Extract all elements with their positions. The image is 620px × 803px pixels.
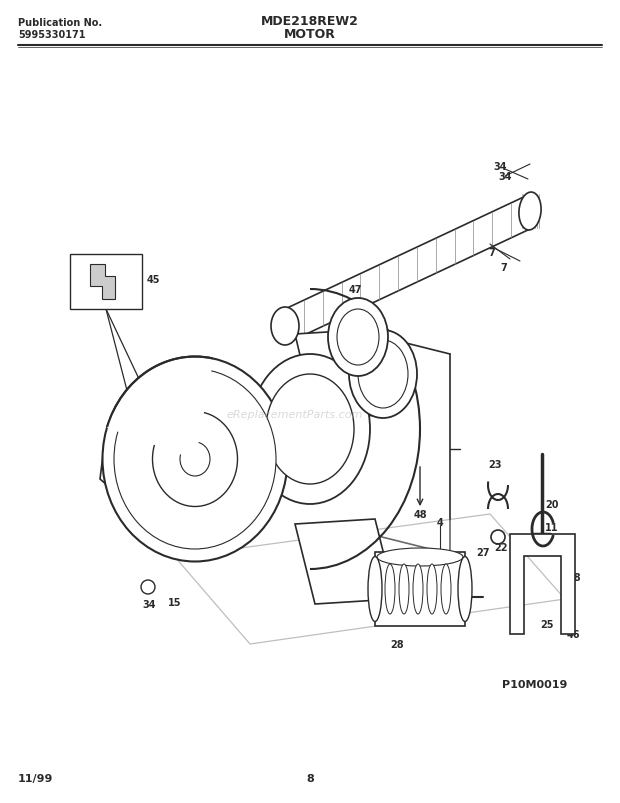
Text: 23: 23	[489, 459, 502, 470]
Text: 34: 34	[142, 599, 156, 609]
Ellipse shape	[180, 442, 210, 476]
Ellipse shape	[441, 565, 451, 614]
Text: 25: 25	[540, 619, 554, 630]
Ellipse shape	[266, 374, 354, 484]
Text: MOTOR: MOTOR	[284, 28, 336, 41]
Text: 7: 7	[489, 247, 495, 258]
Text: 5995330171: 5995330171	[18, 30, 86, 40]
Ellipse shape	[349, 331, 417, 418]
Text: 47: 47	[348, 284, 361, 295]
Text: 48: 48	[348, 344, 361, 355]
Polygon shape	[70, 255, 142, 310]
Text: 27: 27	[476, 548, 490, 557]
Polygon shape	[375, 552, 465, 626]
Text: 45: 45	[147, 275, 161, 284]
Text: 13: 13	[165, 394, 179, 405]
Text: P10M0019: P10M0019	[502, 679, 568, 689]
Text: MDE218REW2: MDE218REW2	[261, 15, 359, 28]
Ellipse shape	[153, 412, 237, 507]
Text: 28: 28	[390, 639, 404, 649]
Ellipse shape	[337, 310, 379, 365]
Ellipse shape	[458, 556, 472, 622]
Wedge shape	[108, 366, 211, 459]
Ellipse shape	[413, 565, 423, 614]
Text: 3: 3	[140, 467, 147, 478]
Polygon shape	[90, 265, 115, 300]
Text: 11: 11	[545, 522, 559, 532]
Ellipse shape	[114, 369, 276, 549]
Text: 22: 22	[494, 542, 508, 552]
Ellipse shape	[250, 355, 370, 504]
Text: 10: 10	[355, 329, 368, 340]
Polygon shape	[295, 520, 395, 604]
Text: 15: 15	[168, 597, 182, 607]
Text: eReplacementParts.com: eReplacementParts.com	[227, 410, 363, 419]
Text: 34: 34	[498, 172, 511, 181]
Ellipse shape	[427, 565, 437, 614]
Text: 48: 48	[413, 509, 427, 520]
Text: 7: 7	[500, 263, 507, 273]
Text: 12: 12	[215, 532, 229, 541]
Text: 20: 20	[545, 499, 559, 509]
Text: 8: 8	[306, 773, 314, 783]
Ellipse shape	[519, 193, 541, 230]
Polygon shape	[510, 534, 575, 634]
Ellipse shape	[141, 581, 155, 594]
Ellipse shape	[399, 565, 409, 614]
Ellipse shape	[328, 299, 388, 377]
Ellipse shape	[377, 548, 463, 566]
Text: 4: 4	[436, 517, 443, 528]
Text: 11/99: 11/99	[18, 773, 53, 783]
Ellipse shape	[102, 357, 288, 562]
Polygon shape	[175, 515, 565, 644]
Text: 34: 34	[494, 161, 507, 172]
Polygon shape	[100, 430, 230, 544]
Ellipse shape	[271, 308, 299, 345]
Ellipse shape	[385, 565, 395, 614]
Text: 46: 46	[567, 630, 580, 639]
Text: Publication No.: Publication No.	[18, 18, 102, 28]
Text: 48: 48	[568, 573, 582, 582]
Ellipse shape	[368, 556, 382, 622]
Polygon shape	[295, 329, 395, 419]
